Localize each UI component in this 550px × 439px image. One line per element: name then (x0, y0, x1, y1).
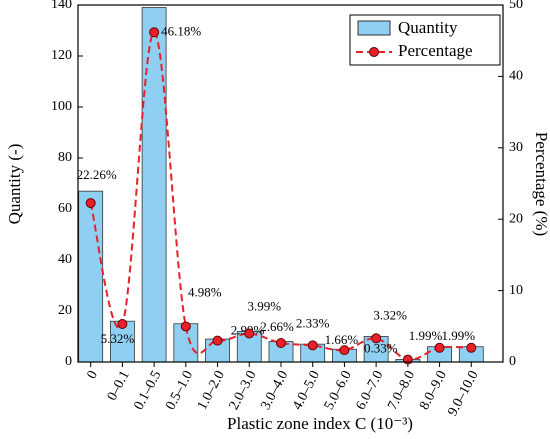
x-tick-label: 8.0–9.0 (417, 368, 450, 412)
percentage-marker (371, 333, 382, 344)
x-tick-label: 9.0–10.0 (445, 368, 481, 418)
percentage-marker (180, 321, 191, 332)
y-tick-label: 0 (65, 354, 72, 369)
y-tick-label: 140 (51, 0, 72, 12)
x-tick-label: 0.1–0.5 (132, 368, 165, 412)
bar (141, 7, 167, 363)
data-label: 5.32% (101, 331, 135, 346)
bar (78, 190, 104, 363)
percentage-line (89, 31, 472, 361)
y2-tick-label: 30 (509, 140, 523, 155)
y-tick-label: 80 (58, 150, 72, 165)
x-tick-label: 4.0–5.0 (290, 368, 323, 412)
x-tick-label: 7.0–8.0 (385, 368, 418, 412)
x-tick-label: 0.5–1.0 (163, 368, 196, 412)
y-tick-label: 60 (58, 201, 72, 216)
percentage-marker (212, 335, 223, 346)
x-axis-label: Plastic zone index C (10⁻³) (227, 414, 413, 433)
x-tick-label: 0–0.1 (105, 368, 133, 403)
y2-tick-label: 40 (509, 69, 523, 84)
data-label: 1.66% (325, 332, 359, 347)
y2-tick-label: 50 (509, 0, 523, 12)
percentage-marker (117, 319, 128, 330)
x-tick-label: 6.0–7.0 (354, 368, 387, 412)
data-label: 2.66% (260, 319, 294, 334)
percentage-marker (275, 338, 286, 349)
data-label: 4.98% (188, 284, 222, 299)
data-label: 3.32% (373, 307, 407, 322)
x-tick-label: 2.0–3.0 (227, 368, 260, 412)
data-label: 0.33% (364, 341, 398, 356)
percentage-marker (466, 342, 477, 353)
percentage-marker (149, 27, 160, 38)
data-label: 2.33% (296, 315, 330, 330)
y-tick-label: 20 (58, 303, 72, 318)
legend-swatch (357, 20, 391, 36)
plot-frame (77, 4, 504, 363)
percentage-marker (339, 345, 350, 356)
y-tick-label: 120 (51, 48, 72, 63)
y-tick-label: 40 (58, 252, 72, 267)
y2-axis-label: Percentage (%) (532, 132, 550, 236)
x-tick-label: 1.0–2.0 (195, 368, 228, 412)
y-axis-label: Quantity (-) (5, 144, 24, 225)
bar (173, 323, 199, 363)
data-label: 3.99% (247, 298, 281, 313)
percentage-marker (307, 340, 318, 351)
data-label: 46.18% (161, 23, 201, 38)
x-tick-label: 3.0–4.0 (258, 368, 291, 412)
y2-tick-label: 20 (509, 211, 523, 226)
data-label: 1.99% (441, 328, 475, 343)
legend-label: Quantity (398, 18, 458, 37)
percentage-marker (402, 354, 413, 365)
percentage-marker (244, 328, 255, 339)
legend-marker (369, 47, 379, 57)
percentage-marker (434, 342, 445, 353)
data-label: 1.99% (409, 328, 443, 343)
percentage-marker (85, 198, 96, 209)
y2-tick-label: 0 (509, 354, 516, 369)
legend-label: Percentage (398, 41, 473, 60)
x-tick-label: 5.0–6.0 (322, 368, 355, 412)
data-label: 22.26% (77, 167, 117, 182)
y-tick-label: 100 (51, 99, 72, 114)
y2-tick-label: 10 (509, 283, 523, 298)
x-tick-label: 0 (85, 368, 102, 381)
